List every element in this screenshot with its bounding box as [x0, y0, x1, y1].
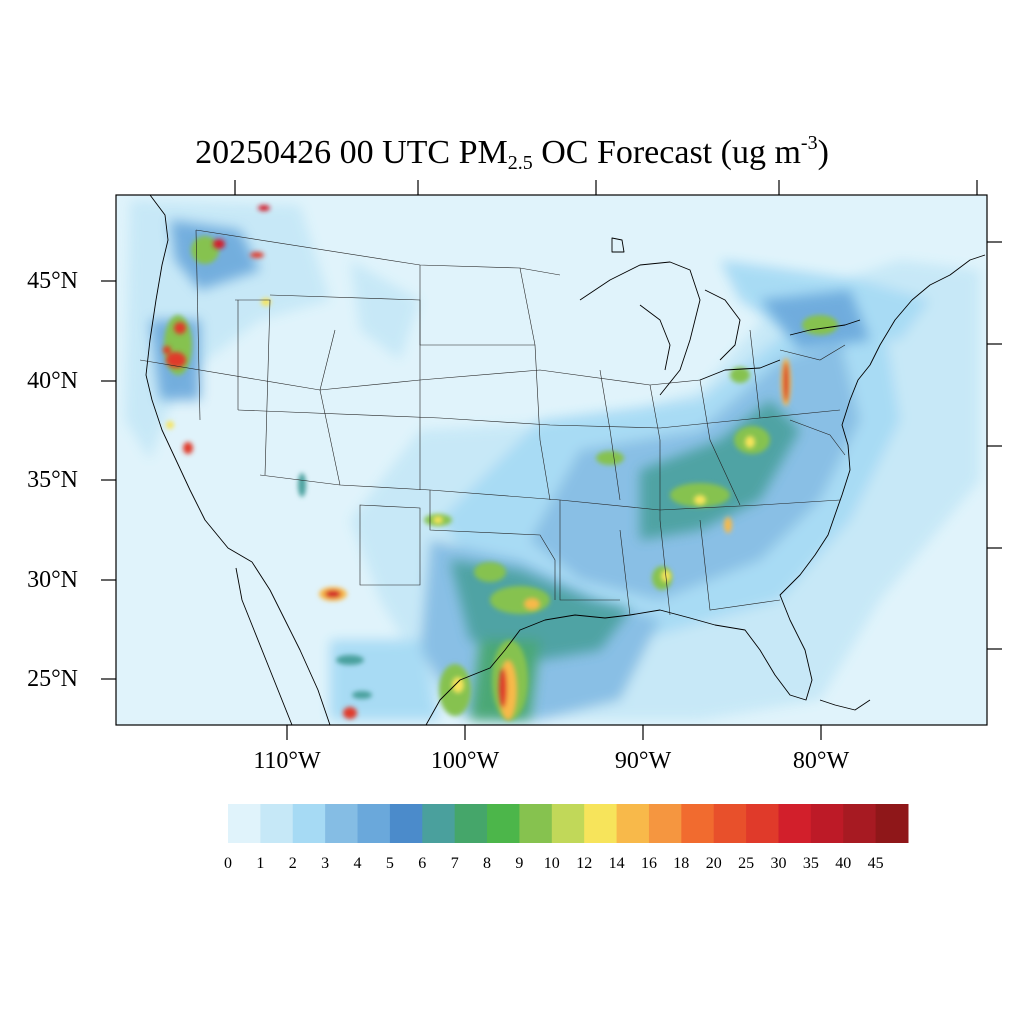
colorbar	[228, 804, 909, 843]
colorbar-swatch	[389, 804, 423, 843]
colorbar-tick-label: 6	[418, 855, 427, 872]
colorbar-swatch	[292, 804, 326, 843]
lat-label-35n: 35°N	[27, 467, 78, 493]
colorbar-tick-label: 1	[256, 855, 265, 872]
colorbar-swatch	[875, 804, 909, 843]
colorbar-swatch	[746, 804, 779, 843]
colorbar-tick-label: 30	[770, 855, 787, 872]
colorbar-tick-label: 25	[738, 855, 755, 872]
title-prefix: 20250426 00 UTC PM	[195, 134, 508, 171]
concentration-field	[125, 195, 986, 725]
colorbar-swatch	[325, 804, 359, 843]
lon-label-80w: 80°W	[792, 748, 850, 774]
colorbar-swatch	[681, 804, 715, 843]
colorbar-tick-label: 8	[483, 855, 491, 872]
colorbar-tick-label: 45	[867, 855, 884, 872]
lon-label-110w: 110°W	[253, 748, 321, 774]
lat-label-40n: 40°N	[27, 368, 78, 394]
colorbar-swatch	[648, 804, 682, 843]
title-middle: OC Forecast (ug m	[532, 134, 801, 171]
colorbar-tick-label: 10	[543, 855, 560, 872]
colorbar-swatch	[357, 804, 391, 843]
state-borders	[139, 229, 846, 616]
colorbar-swatch	[584, 804, 618, 843]
colorbar-tick-label: 35	[802, 855, 819, 872]
colorbar-swatch	[810, 804, 844, 843]
colorbar-tick-label: 12	[576, 855, 593, 872]
colorbar-swatch	[713, 804, 747, 843]
colorbar-tick-label: 9	[515, 855, 524, 872]
map-frame	[115, 194, 988, 726]
colorbar-swatch	[260, 804, 294, 843]
colorbar-tick-label: 0	[224, 855, 232, 872]
colorbar-swatch	[778, 804, 812, 843]
colorbar-swatch	[616, 804, 650, 843]
colorbar-swatch	[519, 804, 553, 843]
colorbar-swatch	[487, 804, 520, 843]
colorbar-swatch	[422, 804, 456, 843]
colorbar-tick-label: 3	[321, 855, 330, 872]
colorbar-swatch	[454, 804, 488, 843]
colorbar-tick-label: 2	[288, 855, 297, 872]
title-suffix: )	[817, 134, 829, 171]
colorbar-tick-label: 5	[385, 855, 394, 872]
colorbar-tick-label: 18	[673, 855, 690, 872]
lon-label-100w: 100°W	[430, 748, 500, 774]
colorbar-tick-label: 4	[353, 855, 362, 872]
map-title: 20250426 00 UTC PM2.5 OC Forecast (ug m-…	[0, 120, 1024, 186]
coastlines	[145, 195, 986, 725]
colorbar-swatch	[551, 804, 585, 843]
title-superscript: -3	[800, 132, 818, 154]
colorbar-swatch	[843, 804, 877, 843]
lon-label-90w: 90°W	[614, 748, 672, 774]
lat-label-30n: 30°N	[27, 567, 78, 593]
colorbar-tick-label: 7	[450, 855, 459, 872]
axis-ticks	[101, 180, 1002, 740]
title-subscript: 2.5	[507, 152, 533, 174]
colorbar-tick-label: 20	[705, 855, 722, 872]
colorbar-tick-label: 40	[835, 855, 852, 872]
colorbar-swatch	[228, 804, 261, 843]
lat-label-45n: 45°N	[27, 268, 78, 294]
colorbar-tick-label: 14	[608, 855, 625, 872]
colorbar-tick-label: 16	[641, 855, 657, 872]
lat-label-25n: 25°N	[27, 666, 78, 692]
